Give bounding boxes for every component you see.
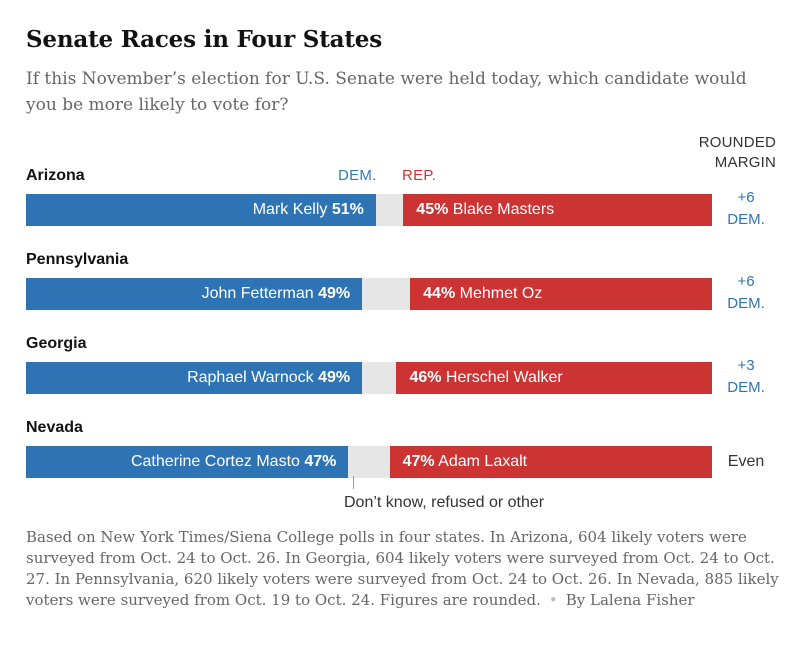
rep-percent-label: 47% (402, 453, 435, 470)
margin-header-line1: ROUNDED (698, 134, 776, 151)
byline: By Lalena Fisher (565, 591, 695, 609)
rep-bar: 44% Mehmet Oz (410, 278, 712, 310)
dem-candidate-name: Catherine Cortez Masto (130, 453, 300, 470)
other-label-leader-line (353, 476, 354, 489)
rep-candidate-name: Blake Masters (452, 201, 555, 218)
rep-bar: 47% Adam Laxalt (389, 446, 712, 478)
chart-subtitle: If this November’s election for U.S. Sen… (26, 69, 747, 115)
margin-value: +6 DEM. (718, 187, 774, 231)
margin-header-line2: MARGIN (714, 154, 776, 171)
other-label: Don’t know, refused or other (344, 494, 545, 511)
margin-number: +6 (737, 189, 755, 206)
byline-separator: • (548, 591, 558, 609)
other-bar (348, 446, 390, 478)
dem-percent-label: 49% (318, 369, 351, 386)
margin-party: DEM. (727, 211, 765, 228)
rep-bar: 46% Herschel Walker (396, 362, 712, 394)
rep-percent-label: 46% (409, 369, 442, 386)
state-name: Nevada (26, 419, 83, 436)
dem-bar: Raphael Warnock 49% (26, 362, 363, 394)
margin-value: +6 DEM. (718, 271, 774, 315)
dem-candidate-name: Raphael Warnock (187, 369, 314, 386)
margin-party: DEM. (727, 295, 765, 312)
dem-bar: Catherine Cortez Masto 47% (26, 446, 349, 478)
margin-column-header: ROUNDED MARGIN (656, 133, 776, 173)
other-bar (362, 278, 411, 310)
dem-percent-label: 51% (331, 201, 364, 218)
margin-value: +3 DEM. (718, 355, 774, 399)
dem-candidate-name: John Fetterman (201, 285, 314, 302)
rep-candidate-name: Adam Laxalt (438, 453, 528, 470)
dem-column-header: DEM. (338, 167, 377, 184)
footnote: Based on New York Times/Siena College po… (26, 527, 786, 611)
rep-percent-label: 44% (423, 285, 456, 302)
margin-number: +3 (737, 357, 755, 374)
rep-candidate-name: Mehmet Oz (459, 285, 543, 302)
state-name: Arizona (26, 167, 85, 184)
dem-candidate-name: Mark Kelly (252, 201, 328, 218)
dem-bar: Mark Kelly 51% (26, 194, 376, 226)
rep-bar: 45% Blake Masters (403, 194, 712, 226)
footnote-text: Based on New York Times/Siena College po… (26, 528, 779, 609)
dem-percent-label: 49% (318, 285, 351, 302)
rep-column-header: REP. (402, 167, 437, 184)
margin-number: +6 (737, 273, 755, 290)
other-bar (362, 362, 397, 394)
state-name: Georgia (26, 335, 87, 352)
margin-number: Even (727, 453, 765, 470)
rep-percent-label: 45% (416, 201, 449, 218)
dem-bar: John Fetterman 49% (26, 278, 363, 310)
rep-candidate-name: Herschel Walker (445, 369, 563, 386)
other-bar (375, 194, 404, 226)
dem-percent-label: 47% (304, 453, 337, 470)
margin-party: DEM. (727, 379, 765, 396)
state-name: Pennsylvania (26, 251, 129, 268)
margin-value: Even (718, 446, 774, 478)
chart-title: Senate Races in Four States (26, 26, 382, 53)
